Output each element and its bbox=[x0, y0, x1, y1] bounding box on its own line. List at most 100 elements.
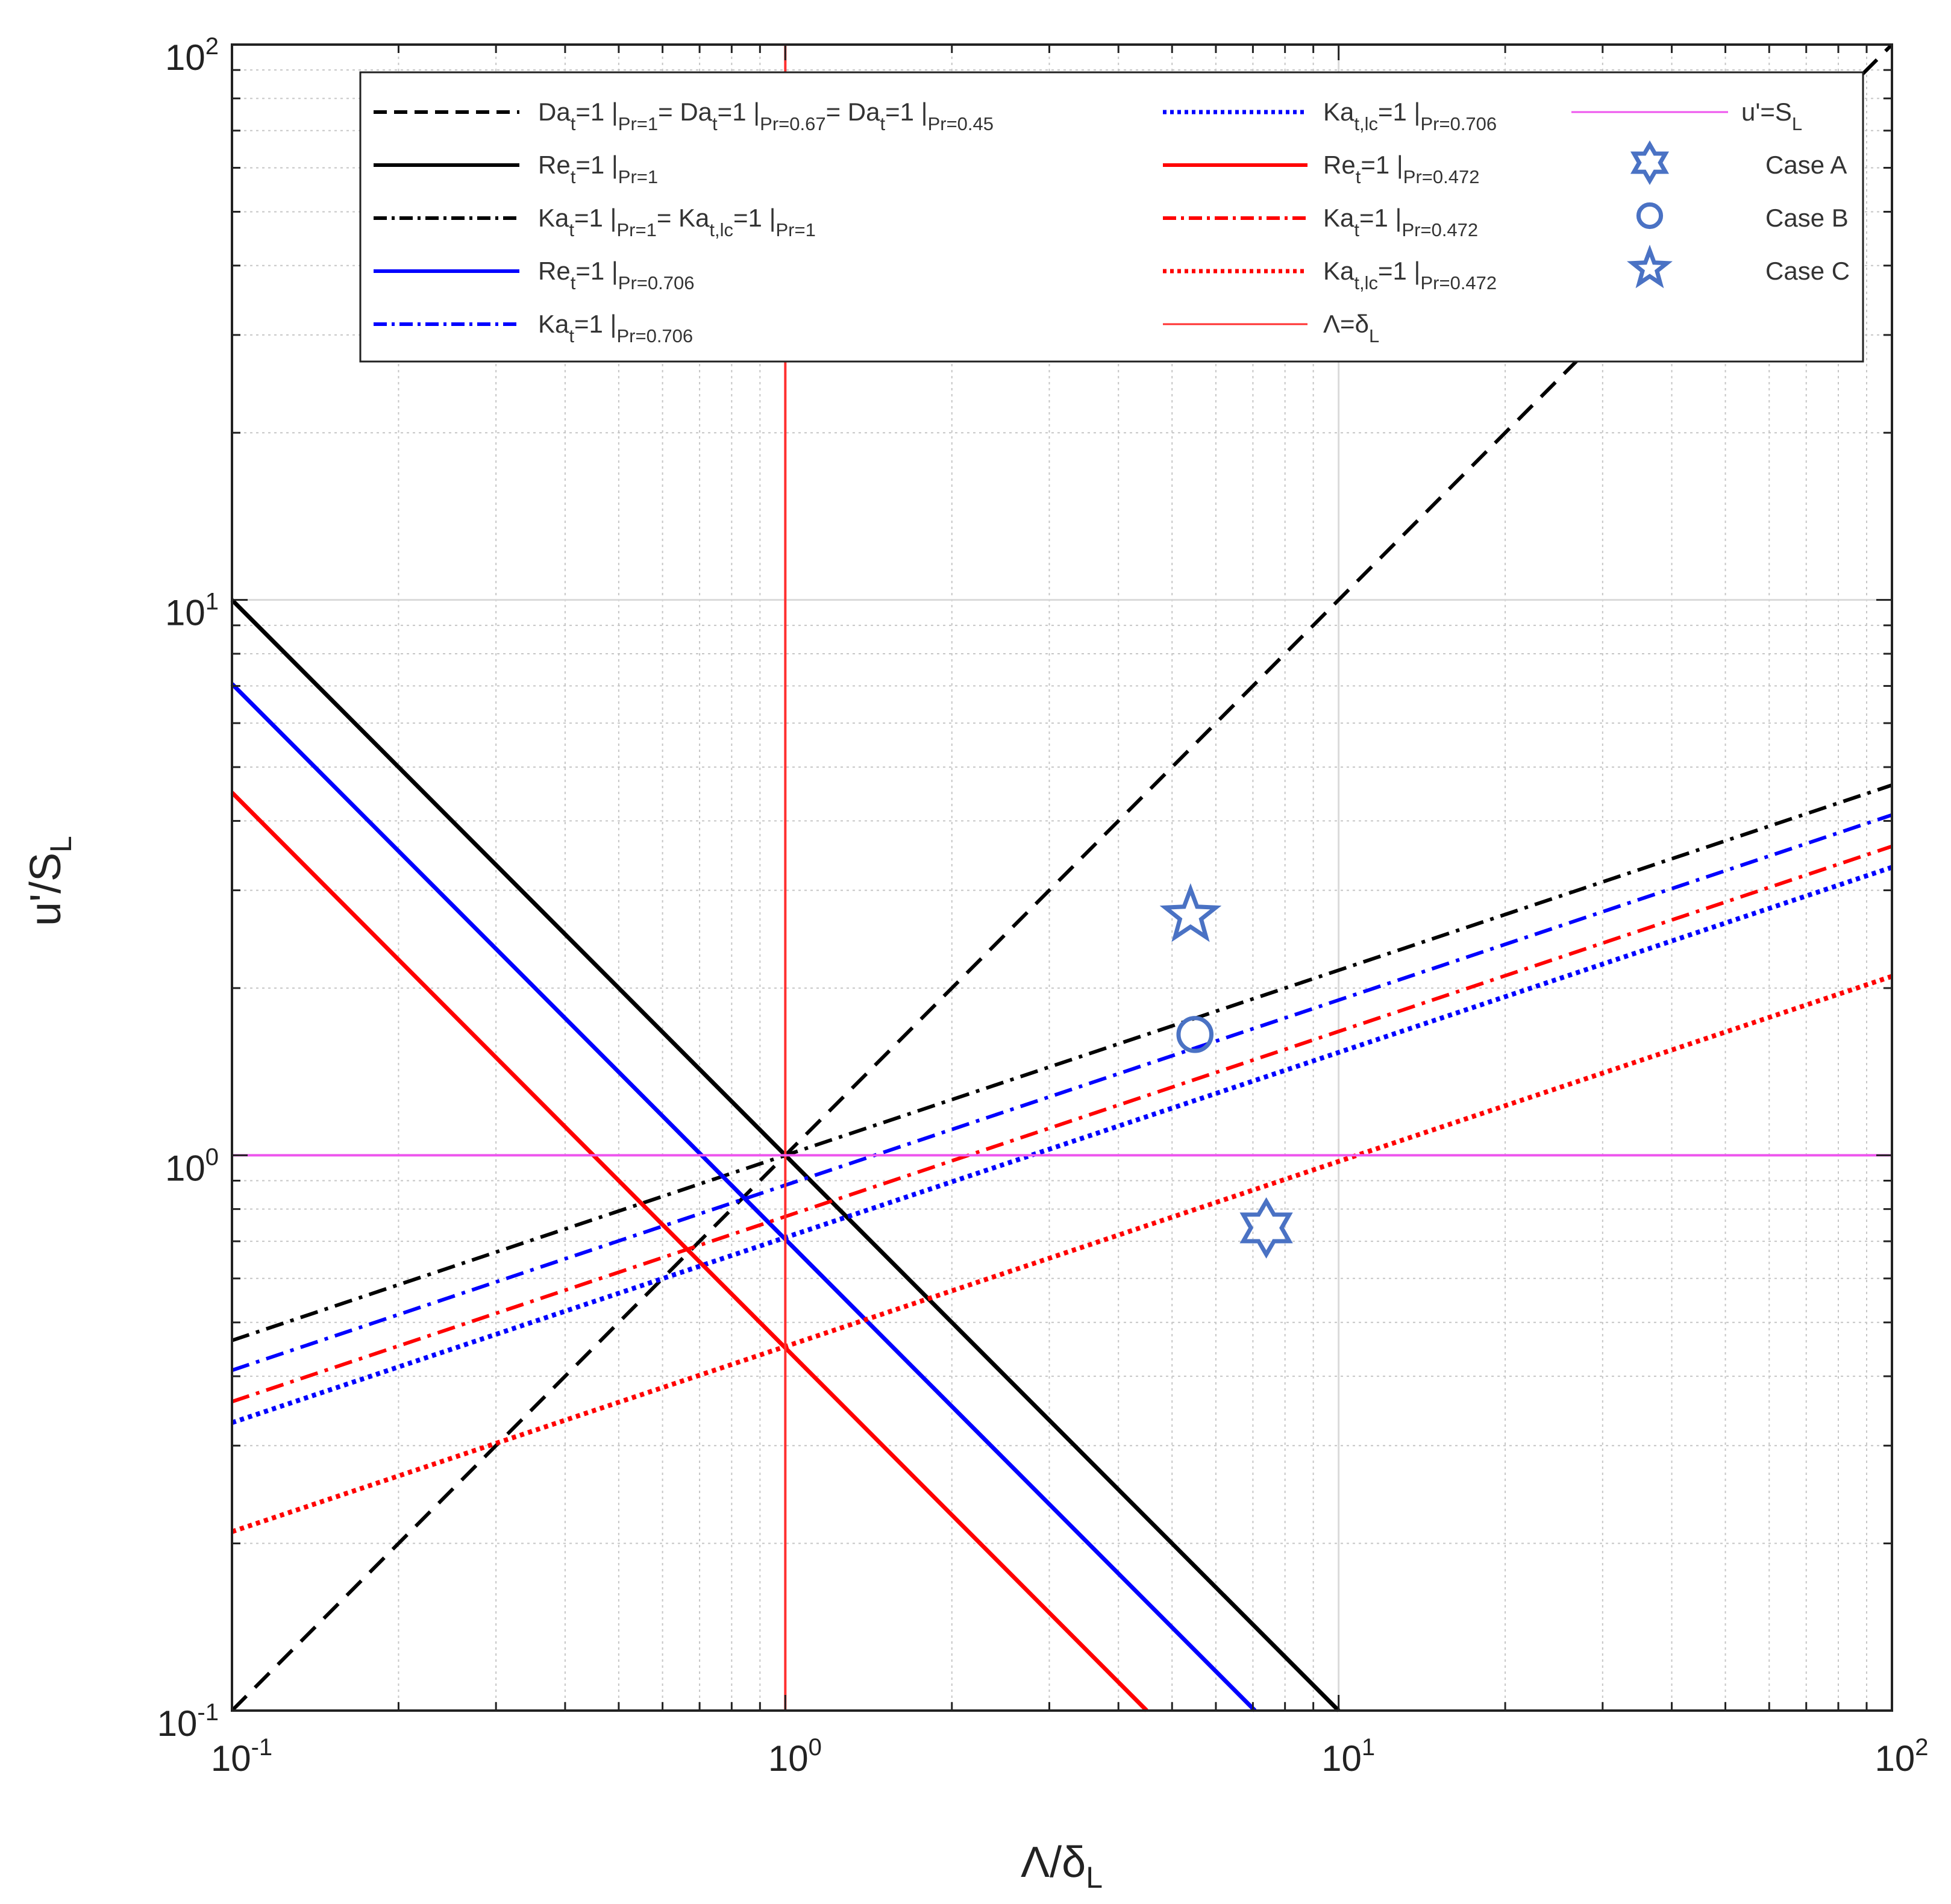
legend-item-3: Ret=1 |Pr=0.706 bbox=[374, 257, 694, 293]
legend-label-main: = Da bbox=[826, 98, 881, 126]
legend-label-sub: Pr=0.706 bbox=[616, 325, 693, 346]
legend-label-main: =1 | bbox=[718, 98, 760, 126]
legend-item-4: Kat=1 |Pr=0.706 bbox=[374, 310, 693, 346]
legend-item-1: Ret=1 |Pr=1 bbox=[374, 151, 658, 187]
series-line-6 bbox=[230, 791, 1148, 1712]
legend-marker-circle bbox=[1636, 202, 1664, 230]
legend-item-12: Case B bbox=[1636, 202, 1849, 232]
legend-label: Kat=1 |Pr=1= Kat,lc=1 |Pr=1 bbox=[538, 204, 816, 240]
legend-label-sub: Pr=1 bbox=[616, 219, 656, 240]
series-line-3 bbox=[230, 682, 1257, 1712]
legend-box bbox=[359, 71, 1864, 363]
y-tick-label-exp: 1 bbox=[205, 589, 219, 615]
x-axis-title-main: Λ/δ bbox=[1021, 1838, 1086, 1887]
legend-label-sub: t bbox=[1354, 219, 1359, 240]
legend-label-main: Ka bbox=[1323, 204, 1354, 232]
legend-item-10: u'=SL bbox=[1571, 98, 1802, 134]
legend-item-5: Kat,lc=1 |Pr=0.706 bbox=[1163, 98, 1497, 134]
y-tick-label: 102 bbox=[165, 33, 219, 78]
legend-item-2: Kat=1 |Pr=1= Kat,lc=1 |Pr=1 bbox=[374, 204, 816, 240]
legend-label: Kat=1 |Pr=0.472 bbox=[1323, 204, 1478, 240]
legend-label-sub: t,lc bbox=[1354, 272, 1378, 293]
legend-label: u'=SL bbox=[1741, 98, 1802, 134]
y-tick-label-exp: 2 bbox=[205, 33, 219, 60]
y-axis-title: u'/SL bbox=[22, 836, 78, 926]
legend-label-sub: Pr=1 bbox=[618, 113, 658, 134]
y-tick-label-base: 10 bbox=[157, 1703, 198, 1744]
series-layer bbox=[230, 43, 1894, 1712]
y-tick-label: 10-1 bbox=[157, 1699, 219, 1744]
y-tick-label-exp: -1 bbox=[197, 1699, 219, 1726]
legend-item-9: Λ=δL bbox=[1163, 310, 1379, 346]
legend-marker-pentagram bbox=[1627, 245, 1673, 289]
y-tick-label: 100 bbox=[165, 1144, 219, 1188]
legend-label-main: =1 | bbox=[574, 204, 616, 232]
legend-label-sub: t bbox=[569, 325, 574, 346]
x-tick-label-base: 10 bbox=[1321, 1738, 1362, 1779]
legend-label-sub: Pr=0.67 bbox=[760, 113, 825, 134]
legend-label-sub: t bbox=[571, 166, 576, 187]
legend-label-main: u'=S bbox=[1741, 98, 1792, 126]
legend-label-sub: t bbox=[880, 113, 885, 134]
legend-label-main: Re bbox=[538, 257, 571, 285]
series-line-4 bbox=[231, 813, 1893, 1373]
legend-label-main: =1 | bbox=[575, 98, 618, 126]
legend-label-sub: Pr=0.472 bbox=[1420, 272, 1497, 293]
legend-label-main: =1 | bbox=[1359, 204, 1401, 232]
legend-label-main: =1 | bbox=[1378, 98, 1420, 126]
legend-label-main: =1 | bbox=[575, 257, 618, 285]
y-axis-title-main: u'/S bbox=[22, 853, 70, 926]
legend-label-sub: Pr=0.45 bbox=[928, 113, 994, 134]
legend-item-6: Ret=1 |Pr=0.472 bbox=[1163, 151, 1479, 187]
x-tick-label-exp: 0 bbox=[809, 1734, 822, 1761]
legend-label-main: =1 | bbox=[733, 204, 775, 232]
points-layer bbox=[1159, 883, 1293, 1259]
legend-label: Λ=δL bbox=[1323, 310, 1379, 346]
legend-label-sub: Pr=0.472 bbox=[1403, 166, 1480, 187]
legend-label: Kat,lc=1 |Pr=0.472 bbox=[1323, 257, 1497, 293]
legend-item-13: Case C bbox=[1627, 245, 1850, 289]
legend-label-sub: t bbox=[571, 272, 576, 293]
y-axis-title-sub: L bbox=[44, 836, 78, 853]
legend-item-0: Dat=1 |Pr=1= Dat=1 |Pr=0.67= Dat=1 |Pr=0… bbox=[374, 98, 994, 134]
legend-label-sub: L bbox=[1792, 113, 1802, 134]
legend-label-main: = Ka bbox=[657, 204, 710, 232]
legend-label-main: Case C bbox=[1765, 257, 1850, 285]
legend-marker-hexagram bbox=[1630, 140, 1670, 185]
legend-label: Kat=1 |Pr=0.706 bbox=[538, 310, 693, 346]
legend-label-main: Λ=δ bbox=[1323, 310, 1369, 338]
x-tick-label: 10-1 bbox=[211, 1734, 272, 1779]
x-tick-label-exp: -1 bbox=[251, 1734, 273, 1761]
legend-label-main: = Da bbox=[658, 98, 713, 126]
legend-label: Kat,lc=1 |Pr=0.706 bbox=[1323, 98, 1497, 134]
x-tick-label: 101 bbox=[1321, 1734, 1375, 1779]
x-axis-title: Λ/δL bbox=[1021, 1838, 1103, 1894]
legend-label-sub: Pr=0.706 bbox=[618, 272, 695, 293]
legend-item-11: Case A bbox=[1630, 140, 1847, 185]
legend-label: Ret=1 |Pr=0.472 bbox=[1323, 151, 1479, 187]
legend-label: Case C bbox=[1765, 257, 1850, 285]
legend-label-sub: Pr=1 bbox=[618, 166, 658, 187]
legend-label: Dat=1 |Pr=1= Dat=1 |Pr=0.67= Dat=1 |Pr=0… bbox=[538, 98, 994, 134]
legend-label-main: =1 | bbox=[885, 98, 927, 126]
legend-label-sub: t bbox=[712, 113, 718, 134]
legend-label-main: =1 | bbox=[574, 310, 616, 338]
legend-label-sub: t bbox=[569, 219, 574, 240]
legend-label-main: =1 | bbox=[1361, 151, 1403, 179]
point-case-c bbox=[1159, 883, 1222, 942]
y-tick-label-base: 10 bbox=[165, 1148, 205, 1188]
legend-label-sub: L bbox=[1369, 325, 1379, 346]
x-tick-label-base: 10 bbox=[211, 1738, 251, 1779]
legend-label: Ret=1 |Pr=1 bbox=[538, 151, 658, 187]
legend: Dat=1 |Pr=1= Dat=1 |Pr=0.67= Dat=1 |Pr=0… bbox=[359, 71, 1864, 363]
y-tick-label: 101 bbox=[165, 589, 219, 633]
legend-label: Ret=1 |Pr=0.706 bbox=[538, 257, 694, 293]
legend-label-main: Case A bbox=[1765, 151, 1847, 179]
legend-label-main: Re bbox=[1323, 151, 1356, 179]
legend-label-sub: t bbox=[571, 113, 576, 134]
legend-label-main: Ka bbox=[1323, 98, 1354, 126]
y-tick-label-base: 10 bbox=[165, 593, 205, 633]
x-tick-label-base: 10 bbox=[1875, 1738, 1915, 1779]
